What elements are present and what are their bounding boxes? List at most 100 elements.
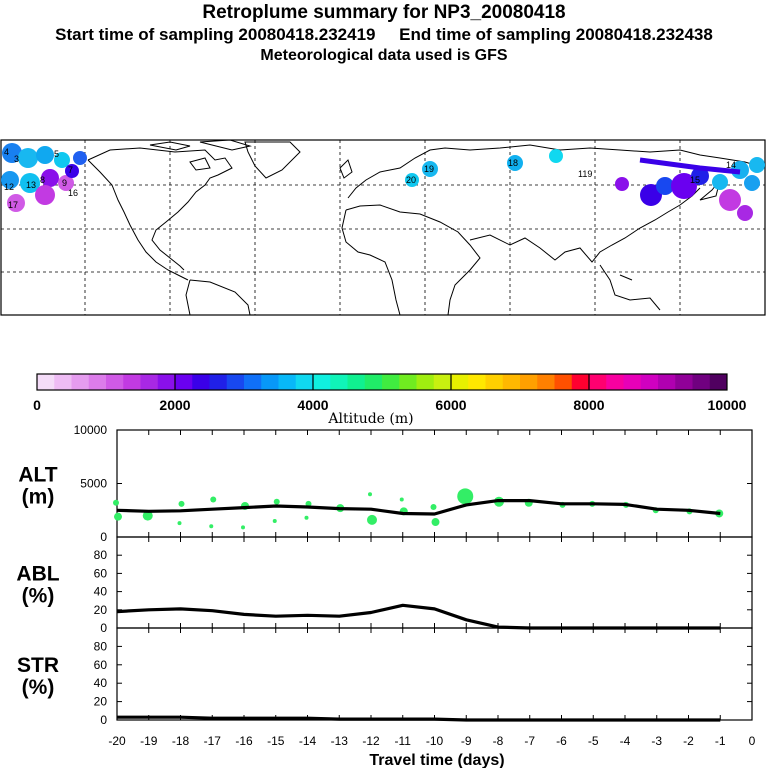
panel-frame	[116, 536, 753, 629]
colorbar-cell	[364, 374, 383, 390]
x-tick-label: -9	[461, 734, 472, 748]
plume-cluster	[35, 185, 55, 205]
colorbar-cell	[623, 374, 642, 390]
colorbar-cell	[382, 374, 400, 390]
y-tick-label: 20	[94, 695, 108, 709]
y-tick-label: 40	[94, 585, 108, 599]
time-series-panels: 1000050000ALT(m)806040200ABL(%)806040200…	[16, 423, 753, 727]
map-label: 9	[62, 178, 67, 188]
x-tick-label: -11	[395, 734, 412, 748]
plume-cluster	[20, 173, 40, 193]
coast-north-america	[87, 147, 233, 271]
colorbar-cell	[589, 374, 607, 390]
x-tick-label: -10	[426, 734, 444, 748]
cluster-point	[368, 492, 372, 497]
x-tick-label: 0	[749, 734, 756, 748]
x-tick-label: -16	[235, 734, 253, 748]
met-data-label: Meteorological data used is GFS	[260, 47, 508, 64]
x-tick-label: -6	[556, 734, 567, 748]
coast-greenland	[244, 141, 301, 179]
coast-asia-south	[469, 187, 701, 263]
colorbar-cell	[175, 374, 193, 390]
plume-cluster	[73, 151, 87, 165]
map-frame	[0, 139, 766, 316]
colorbar-cell	[295, 374, 314, 390]
x-tick-label: -14	[299, 734, 317, 748]
x-tick-label: -8	[493, 734, 504, 748]
plume-cluster	[54, 152, 70, 168]
plume-cluster	[549, 149, 563, 163]
cluster-point	[142, 510, 153, 521]
cluster-point	[305, 500, 312, 507]
map-label: 14	[726, 160, 736, 170]
colorbar-cell	[313, 374, 331, 390]
plume-cluster	[36, 146, 54, 164]
colorbar-cells	[37, 374, 728, 390]
colorbar-cell	[520, 374, 538, 390]
cluster-point	[241, 525, 245, 530]
end-time-label: End time of sampling 20080418.232438	[399, 25, 713, 44]
colorbar-tick-label: 6000	[435, 397, 466, 413]
map-label: 8	[40, 175, 45, 185]
colorbar-cell	[554, 374, 573, 390]
colorbar-cell	[106, 374, 124, 390]
colorbar-cell	[261, 374, 279, 390]
plume-cluster	[744, 175, 760, 191]
x-tick-label: -18	[172, 734, 190, 748]
plume-cluster	[65, 164, 79, 178]
map-label: 3	[14, 154, 19, 164]
colorbar-tick-label: 0	[33, 397, 41, 413]
x-axis: -20 -19 -18 -17 -16 -15 -14 -13 -12 -11 -10 -9 -8 -7-…	[108, 734, 755, 748]
x-tick-label: -3	[651, 734, 662, 748]
cluster-point	[304, 515, 309, 520]
colorbar-cell	[37, 374, 55, 390]
map-label: 5	[54, 149, 59, 159]
colorbar-cell	[416, 374, 435, 390]
cluster-point	[272, 518, 277, 523]
plume-cluster	[656, 177, 674, 195]
cluster-point	[457, 488, 474, 505]
colorbar-tick-label: 4000	[297, 397, 328, 413]
map-label: 17	[8, 200, 18, 210]
colorbar-cell	[640, 374, 659, 390]
plume-cluster	[691, 167, 709, 185]
x-tick-label: -12	[362, 734, 380, 748]
map-label: 7	[68, 165, 73, 175]
start-time-label: Start time of sampling 20080418.232419	[55, 25, 376, 44]
colorbar-cell	[330, 374, 348, 390]
colorbar-cell	[88, 374, 107, 390]
y-axis-label: (m)	[22, 486, 55, 509]
coast-arctic-islands	[149, 139, 252, 171]
x-tick-label: -5	[588, 734, 599, 748]
colorbar-ticks: 0 2000 4000 6000 8000 10000	[33, 374, 747, 413]
colorbar-cell	[571, 374, 590, 390]
cluster-point	[367, 514, 377, 525]
cluster-point	[113, 499, 119, 506]
map-label: 15	[690, 175, 700, 185]
colorbar-cell	[709, 374, 728, 390]
coast-africa	[341, 204, 481, 316]
map-label: 20	[406, 175, 416, 185]
map-label: 4	[4, 147, 9, 157]
plume-cluster	[671, 173, 697, 199]
cluster-point	[399, 497, 404, 502]
colorbar-cell	[157, 374, 176, 390]
colorbar-cell	[347, 374, 366, 390]
plume-cluster	[615, 177, 629, 191]
colorbar-cell	[675, 374, 693, 390]
map-label: 119	[578, 169, 592, 179]
map-label: 16	[68, 188, 78, 198]
colorbar-cell	[123, 374, 141, 390]
colorbar-cell	[226, 374, 245, 390]
colorbar-tick-label: 8000	[573, 397, 604, 413]
cluster-point	[114, 512, 122, 521]
coast-europe	[347, 144, 766, 199]
sampling-times: Start time of sampling 20080418.232419 E…	[0, 25, 768, 45]
panel-alt: 10000 5000 0 ALT(m)	[18, 423, 753, 544]
x-tick-label: -2	[683, 734, 694, 748]
colorbar-cell	[433, 374, 452, 390]
colorbar-cell	[606, 374, 624, 390]
plume-cluster	[18, 148, 38, 168]
x-tick-label: -15	[267, 734, 285, 748]
colorbar-cell	[54, 374, 72, 390]
